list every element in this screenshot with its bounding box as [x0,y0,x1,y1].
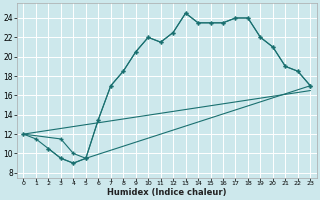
X-axis label: Humidex (Indice chaleur): Humidex (Indice chaleur) [107,188,227,197]
